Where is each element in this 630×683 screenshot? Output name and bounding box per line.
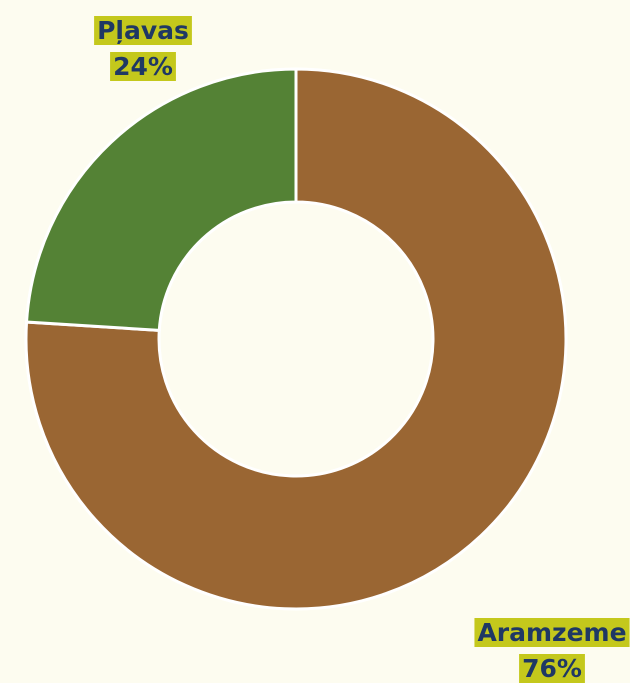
donut-slice: [24, 67, 568, 611]
label-background: [110, 52, 176, 81]
data-label: Pļavas: [97, 16, 189, 45]
data-label: 76%: [522, 654, 582, 683]
data-label: 24%: [113, 52, 173, 81]
label-background: [94, 16, 192, 45]
label-background: [474, 618, 630, 647]
donut-slice: [24, 67, 298, 332]
label-background: [519, 654, 585, 683]
data-label: Aramzeme: [477, 618, 626, 647]
